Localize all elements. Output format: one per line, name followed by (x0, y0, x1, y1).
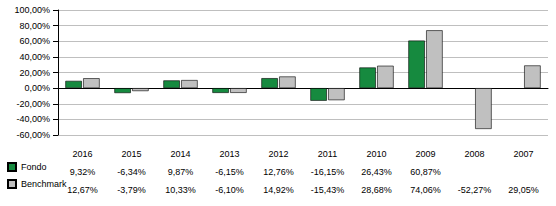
svg-text:-16,15%: -16,15% (311, 167, 345, 177)
svg-text:2011: 2011 (318, 149, 337, 159)
svg-text:60,87%: 60,87% (410, 167, 441, 177)
svg-text:-6,15%: -6,15% (215, 167, 244, 177)
svg-text:9,87%: 9,87% (168, 167, 194, 177)
svg-text:2015: 2015 (121, 149, 141, 159)
svg-text:Benchmark: Benchmark (21, 179, 67, 189)
svg-text:74,06%: 74,06% (410, 185, 441, 195)
svg-text:0,00%: 0,00% (24, 83, 50, 93)
svg-text:2016: 2016 (72, 149, 92, 159)
svg-text:-60,00%: -60,00% (16, 130, 50, 140)
svg-text:-52,27%: -52,27% (458, 185, 492, 195)
svg-text:2012: 2012 (268, 149, 288, 159)
svg-text:60,00%: 60,00% (19, 36, 50, 46)
svg-text:9,32%: 9,32% (70, 167, 96, 177)
svg-text:Fondo: Fondo (21, 162, 47, 172)
svg-text:28,68%: 28,68% (361, 185, 392, 195)
svg-text:29,05%: 29,05% (508, 185, 539, 195)
svg-text:-3,79%: -3,79% (117, 185, 146, 195)
svg-text:2014: 2014 (170, 149, 190, 159)
svg-text:2009: 2009 (415, 149, 435, 159)
svg-text:40,00%: 40,00% (19, 52, 50, 62)
svg-text:12,76%: 12,76% (263, 167, 294, 177)
svg-text:80,00%: 80,00% (19, 21, 50, 31)
svg-text:-40,00%: -40,00% (16, 114, 50, 124)
svg-text:-6,10%: -6,10% (215, 185, 244, 195)
svg-text:-20,00%: -20,00% (16, 99, 50, 109)
svg-text:-15,43%: -15,43% (311, 185, 345, 195)
svg-text:10,33%: 10,33% (165, 185, 196, 195)
svg-text:26,43%: 26,43% (361, 167, 392, 177)
svg-text:14,92%: 14,92% (263, 185, 294, 195)
svg-text:2010: 2010 (366, 149, 386, 159)
svg-text:-6,34%: -6,34% (117, 167, 146, 177)
svg-text:2008: 2008 (464, 149, 484, 159)
svg-text:12,67%: 12,67% (67, 185, 98, 195)
svg-text:100,00%: 100,00% (14, 5, 50, 15)
svg-text:2007: 2007 (513, 149, 533, 159)
svg-text:20,00%: 20,00% (19, 68, 50, 78)
svg-text:2013: 2013 (219, 149, 239, 159)
